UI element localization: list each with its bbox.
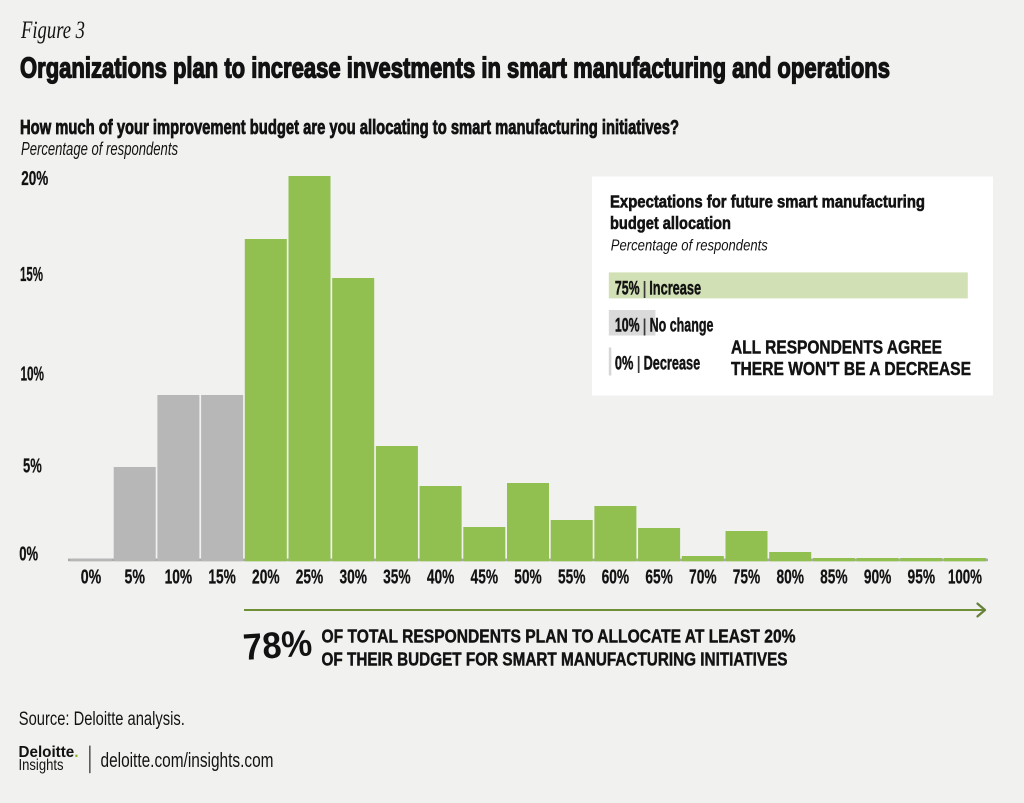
svg-text:40%: 40% xyxy=(427,567,455,589)
svg-text:50%: 50% xyxy=(514,567,542,589)
svg-text:95%: 95% xyxy=(908,567,936,589)
svg-text:80%: 80% xyxy=(776,567,804,589)
svg-text:How much of your improvement b: How much of your improvement budget are … xyxy=(20,117,679,139)
svg-text:20%: 20% xyxy=(252,567,280,589)
svg-text:30%: 30% xyxy=(339,567,367,589)
svg-text:Organizations plan to increase: Organizations plan to increase investmen… xyxy=(20,53,890,85)
svg-text:90%: 90% xyxy=(864,567,892,589)
svg-text:10%: 10% xyxy=(615,316,640,337)
svg-text:35%: 35% xyxy=(383,567,411,589)
svg-text:Percentage of respondents: Percentage of respondents xyxy=(611,238,768,255)
svg-text:deloitte.com/insights.com: deloitte.com/insights.com xyxy=(101,750,274,772)
svg-text:ALL RESPONDENTS AGREE: ALL RESPONDENTS AGREE xyxy=(731,338,942,358)
svg-text:Expectations for future smart: Expectations for future smart manufactur… xyxy=(610,192,925,212)
svg-text:Source: Deloitte analysis.: Source: Deloitte analysis. xyxy=(19,709,185,730)
svg-text:5%: 5% xyxy=(124,567,145,589)
svg-text:70%: 70% xyxy=(689,567,717,589)
svg-text:60%: 60% xyxy=(602,567,630,589)
svg-text:Deloitte.: Deloitte. xyxy=(19,744,79,761)
svg-text:Insights: Insights xyxy=(19,757,64,774)
svg-text:0%: 0% xyxy=(615,354,634,375)
svg-text:Increase: Increase xyxy=(649,279,701,300)
svg-text:No change: No change xyxy=(650,316,714,337)
svg-text:0%: 0% xyxy=(81,567,102,589)
svg-text:78%: 78% xyxy=(242,622,314,668)
svg-text:THERE WON'T BE A DECREASE: THERE WON'T BE A DECREASE xyxy=(731,359,971,379)
svg-text:75%: 75% xyxy=(733,567,761,589)
svg-text:75%: 75% xyxy=(615,279,640,300)
svg-text:15%: 15% xyxy=(20,264,43,286)
svg-text:10%: 10% xyxy=(165,567,193,589)
svg-text:45%: 45% xyxy=(471,567,499,589)
svg-text:65%: 65% xyxy=(645,567,673,589)
svg-text:20%: 20% xyxy=(21,168,48,190)
svg-text:Figure 3: Figure 3 xyxy=(20,17,85,44)
svg-text:budget allocation: budget allocation xyxy=(610,213,731,233)
svg-text:5%: 5% xyxy=(23,455,42,477)
svg-text:Decrease: Decrease xyxy=(644,354,701,375)
svg-text:25%: 25% xyxy=(296,567,324,589)
svg-text:OF THEIR BUDGET FOR SMART MANU: OF THEIR BUDGET FOR SMART MANUFACTURING … xyxy=(322,650,788,670)
svg-text:15%: 15% xyxy=(208,567,236,589)
svg-text:OF TOTAL RESPONDENTS PLAN TO A: OF TOTAL RESPONDENTS PLAN TO ALLOCATE AT… xyxy=(322,627,796,647)
svg-text:10%: 10% xyxy=(21,364,45,386)
svg-text:0%: 0% xyxy=(19,544,38,566)
svg-text:100%: 100% xyxy=(948,567,982,589)
svg-text:Percentage of respondents: Percentage of respondents xyxy=(21,139,178,159)
svg-text:85%: 85% xyxy=(820,567,848,589)
svg-text:55%: 55% xyxy=(558,567,586,589)
